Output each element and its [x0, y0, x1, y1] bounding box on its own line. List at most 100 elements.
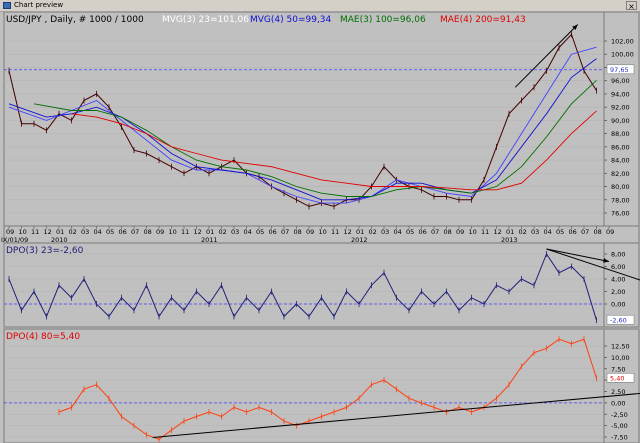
x-tick-label: 09: [6, 228, 14, 236]
x-tick-label: 01: [206, 228, 214, 236]
y-tick-label: 86,00: [611, 143, 630, 151]
x-tick-label: 08: [594, 228, 602, 236]
x-tick-label: 06: [419, 228, 427, 236]
x-tick-label: 12: [44, 228, 52, 236]
y-tick-label: 80,00: [611, 183, 630, 191]
x-tick-label: 09: [606, 228, 614, 236]
legend-item: MAE(4) 200=91,43: [440, 15, 526, 25]
panel-1-plot: [3, 12, 605, 227]
x-tick-label: 06: [569, 228, 577, 236]
legend-item: MAE(3) 100=96,06: [340, 15, 426, 25]
y-tick-label: 82,00: [611, 170, 630, 178]
x-year-label: 2012: [351, 236, 368, 244]
chart-icon: [3, 2, 11, 9]
x-tick-label: 08: [294, 228, 302, 236]
series-line-dpo-4-80: [58, 338, 597, 440]
panel-2-plot: [3, 242, 605, 328]
x-tick-label: 07: [131, 228, 139, 236]
x-tick-label: 10: [319, 228, 327, 236]
x-tick-label: 03: [231, 228, 239, 236]
x-tick-label: 09: [156, 228, 164, 236]
x-tick-label: 06: [269, 228, 277, 236]
x-tick-label: 02: [69, 228, 77, 236]
panel-2-axis: [603, 242, 640, 328]
x-tick-label: 01: [56, 228, 64, 236]
x-tick-label: 04: [244, 228, 252, 236]
panel-title: DPO(3) 23=-2,60: [6, 246, 84, 256]
x-tick-label: 03: [531, 228, 539, 236]
y-tick-label: 94,00: [611, 90, 630, 98]
series-line-mae-3-100: [33, 79, 597, 197]
trendline: [546, 248, 640, 281]
y-tick-label: -7,50: [611, 434, 628, 442]
x-tick-label: 11: [31, 228, 39, 236]
y-tick-label: 2,00: [611, 288, 625, 296]
x-tick-label: 11: [331, 228, 339, 236]
series-line-mvg-4-50: [8, 58, 597, 201]
x-tick-label: 07: [431, 228, 439, 236]
x-tick-label: 11: [481, 228, 489, 236]
x-year-label: 2013: [501, 236, 518, 244]
x-tick-label: 05: [256, 228, 264, 236]
x-tick-label: 09: [306, 228, 314, 236]
window-title: Chart preview: [14, 1, 64, 9]
x-tick-label: 12: [194, 228, 202, 236]
y-tick-label: 96,00: [611, 77, 630, 85]
x-tick-label: 07: [281, 228, 289, 236]
x-tick-label: 02: [369, 228, 377, 236]
x-tick-label: 07: [581, 228, 589, 236]
y-tick-label: -5,00: [611, 422, 628, 430]
panel-3-axis: [603, 328, 640, 443]
y-tick-label: 100,00: [611, 51, 634, 59]
last-value-label: 5,40: [610, 374, 624, 382]
y-tick-label: 2,50: [611, 388, 625, 396]
series-line-mae-4-200: [71, 110, 597, 191]
x-tick-label: 09: [456, 228, 464, 236]
legend-item: MVG(4) 50=99,34: [250, 15, 332, 25]
x-tick-label: 04: [544, 228, 552, 236]
x-tick-label: 12: [344, 228, 352, 236]
x-tick-label: 03: [81, 228, 89, 236]
x-tick-label: 02: [219, 228, 227, 236]
series-line-mvg-3-23: [8, 46, 597, 204]
y-tick-label: 12,50: [611, 343, 630, 351]
y-tick-label: 6,00: [611, 263, 625, 271]
x-tick-label: 08: [144, 228, 152, 236]
y-tick-label: 10,00: [611, 354, 630, 362]
x-year-label: 2011: [201, 236, 218, 244]
close-button[interactable]: ×: [626, 1, 637, 11]
y-tick-label: 7,50: [611, 365, 625, 373]
y-tick-label: 88,00: [611, 130, 630, 138]
series-line-dpo-3-23: [8, 252, 597, 321]
x-tick-label: 04: [94, 228, 102, 236]
trendline: [514, 24, 579, 88]
x-tick-label: 05: [406, 228, 414, 236]
x-tick-label: 12: [494, 228, 502, 236]
y-tick-label: -2,50: [611, 411, 628, 419]
last-value-label: -2,60: [610, 316, 627, 324]
trendline-arrowhead: [603, 258, 609, 263]
panel-title: DPO(4) 80=5,40: [6, 332, 80, 342]
y-tick-label: 102,00: [611, 38, 634, 46]
panel-title: USD/JPY , Daily, # 1000 / 1000: [6, 15, 144, 25]
x-tick-label: 02: [519, 228, 527, 236]
panel-1-axis: [603, 12, 640, 227]
series-line-usd-jpy: [8, 33, 597, 207]
last-value-box: [606, 373, 635, 383]
x-tick-label: 10: [169, 228, 177, 236]
window-titlebar[interactable]: Chart preview ×: [0, 0, 640, 12]
x-tick-label: 01: [506, 228, 514, 236]
trendline-arrowhead: [572, 24, 578, 31]
chart-canvas: 102,00100,0098,0096,0094,0092,0090,0088,…: [1, 12, 640, 443]
x-tick-label: 06: [119, 228, 127, 236]
last-value-label: 97,65: [610, 66, 629, 74]
legend-item: MVG(3) 23=101,06: [162, 15, 249, 25]
x-tick-label: 05: [106, 228, 114, 236]
x-tick-label: 01: [356, 228, 364, 236]
x-tick-label: 10: [469, 228, 477, 236]
y-tick-label: 0,00: [611, 399, 625, 407]
y-tick-label: 92,00: [611, 104, 630, 112]
y-tick-label: 78,00: [611, 196, 630, 204]
x-tick-label: 03: [381, 228, 389, 236]
